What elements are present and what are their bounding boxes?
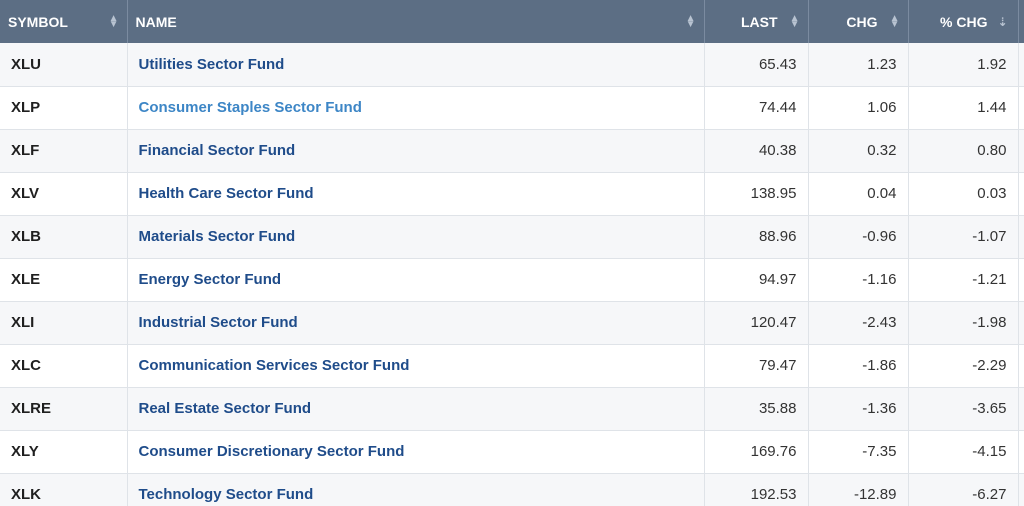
- header-filler: [1018, 0, 1024, 43]
- table-row: XLV Health Care Sector Fund 138.95 0.04 0.03: [0, 172, 1024, 216]
- sort-arrows-icon[interactable]: ▲ ▼: [789, 12, 800, 30]
- column-header-chg[interactable]: CHG ▲ ▼: [808, 0, 909, 43]
- fund-name-link[interactable]: Energy Sector Fund: [127, 258, 705, 302]
- table-row: XLRE Real Estate Sector Fund 35.88 -1.36 -3.…: [0, 387, 1024, 431]
- row-filler: [1018, 430, 1024, 474]
- symbol-cell: XLRE: [0, 387, 128, 431]
- last-price-cell: 79.47: [704, 344, 809, 388]
- row-filler: [1018, 258, 1024, 302]
- column-header-last[interactable]: LAST ▲ ▼: [704, 0, 809, 43]
- row-filler: [1018, 344, 1024, 388]
- percent-change-cell: -4.15: [908, 430, 1019, 474]
- percent-change-cell: 0.03: [908, 172, 1019, 216]
- symbol-cell: XLP: [0, 86, 128, 130]
- fund-name-link[interactable]: Real Estate Sector Fund: [127, 387, 705, 431]
- change-cell: -1.16: [808, 258, 909, 302]
- last-price-cell: 94.97: [704, 258, 809, 302]
- row-filler: [1018, 301, 1024, 345]
- row-filler: [1018, 43, 1024, 87]
- table-row: XLE Energy Sector Fund 94.97 -1.16 -1.21: [0, 258, 1024, 302]
- change-cell: 0.04: [808, 172, 909, 216]
- change-cell: 1.06: [808, 86, 909, 130]
- table-body: XLU Utilities Sector Fund 65.43 1.23 1.92 XLP…: [0, 43, 1024, 506]
- column-header-pct-chg[interactable]: % CHG ⇣: [908, 0, 1019, 43]
- fund-name-link[interactable]: Technology Sector Fund: [127, 473, 705, 506]
- last-price-cell: 74.44: [704, 86, 809, 130]
- last-price-cell: 40.38: [704, 129, 809, 173]
- percent-change-cell: -3.65: [908, 387, 1019, 431]
- fund-name-link[interactable]: Financial Sector Fund: [127, 129, 705, 173]
- column-header-chg-label: CHG: [846, 13, 878, 30]
- percent-change-cell: 1.92: [908, 43, 1019, 87]
- table-row: XLF Financial Sector Fund 40.38 0.32 0.80: [0, 129, 1024, 173]
- last-price-cell: 120.47: [704, 301, 809, 345]
- percent-change-cell: 0.80: [908, 129, 1019, 173]
- column-header-pct-chg-label: % CHG: [940, 13, 988, 30]
- percent-change-cell: -1.98: [908, 301, 1019, 345]
- column-header-last-label: LAST: [740, 13, 778, 30]
- row-filler: [1018, 172, 1024, 216]
- sort-arrows-icon[interactable]: ▲ ▼: [685, 12, 696, 30]
- symbol-cell: XLV: [0, 172, 128, 216]
- sort-descending-icon[interactable]: ⇣: [997, 14, 1008, 29]
- sort-arrows-icon[interactable]: ▲ ▼: [889, 12, 900, 30]
- row-filler: [1018, 86, 1024, 130]
- row-filler: [1018, 473, 1024, 506]
- fund-name-link[interactable]: Industrial Sector Fund: [127, 301, 705, 345]
- table-row: XLP Consumer Staples Sector Fund 74.44 1.06…: [0, 86, 1024, 130]
- symbol-cell: XLU: [0, 43, 128, 87]
- table-row: XLB Materials Sector Fund 88.96 -0.96 -1.07: [0, 215, 1024, 259]
- table-row: XLY Consumer Discretionary Sector Fund 169…: [0, 430, 1024, 474]
- change-cell: -2.43: [808, 301, 909, 345]
- percent-change-cell: -1.07: [908, 215, 1019, 259]
- last-price-cell: 88.96: [704, 215, 809, 259]
- last-price-cell: 35.88: [704, 387, 809, 431]
- symbol-cell: XLK: [0, 473, 128, 506]
- last-price-cell: 169.76: [704, 430, 809, 474]
- change-cell: -7.35: [808, 430, 909, 474]
- change-cell: -0.96: [808, 215, 909, 259]
- table-row: XLC Communication Services Sector Fund 79.…: [0, 344, 1024, 388]
- change-cell: 1.23: [808, 43, 909, 87]
- change-cell: 0.32: [808, 129, 909, 173]
- change-cell: -1.86: [808, 344, 909, 388]
- row-filler: [1018, 215, 1024, 259]
- last-price-cell: 192.53: [704, 473, 809, 506]
- table-row: XLK Technology Sector Fund 192.53 -12.89 -6.…: [0, 473, 1024, 506]
- symbol-cell: XLY: [0, 430, 128, 474]
- change-cell: -12.89: [808, 473, 909, 506]
- fund-name-link[interactable]: Consumer Staples Sector Fund: [127, 86, 705, 130]
- column-header-symbol-label: SYMBOL: [8, 13, 68, 30]
- percent-change-cell: -1.21: [908, 258, 1019, 302]
- fund-name-link[interactable]: Utilities Sector Fund: [127, 43, 705, 87]
- column-header-name-label: NAME: [135, 13, 177, 30]
- table-header-row: SYMBOL ▲ ▼ NAME ▲ ▼ LAST ▲ ▼ CHG ▲ ▼ % CHG ⇣: [0, 0, 1024, 43]
- fund-name-link[interactable]: Communication Services Sector Fund: [127, 344, 705, 388]
- sort-arrows-icon[interactable]: ▲ ▼: [108, 12, 119, 30]
- row-filler: [1018, 129, 1024, 173]
- row-filler: [1018, 387, 1024, 431]
- percent-change-cell: 1.44: [908, 86, 1019, 130]
- table-row: XLI Industrial Sector Fund 120.47 -2.43 -1.9…: [0, 301, 1024, 345]
- percent-change-cell: -2.29: [908, 344, 1019, 388]
- fund-name-link[interactable]: Health Care Sector Fund: [127, 172, 705, 216]
- percent-change-cell: -6.27: [908, 473, 1019, 506]
- symbol-cell: XLB: [0, 215, 128, 259]
- last-price-cell: 65.43: [704, 43, 809, 87]
- symbol-cell: XLE: [0, 258, 128, 302]
- column-header-symbol[interactable]: SYMBOL ▲ ▼: [0, 0, 128, 43]
- change-cell: -1.36: [808, 387, 909, 431]
- last-price-cell: 138.95: [704, 172, 809, 216]
- symbol-cell: XLC: [0, 344, 128, 388]
- symbol-cell: XLF: [0, 129, 128, 173]
- fund-name-link[interactable]: Materials Sector Fund: [127, 215, 705, 259]
- table-row: XLU Utilities Sector Fund 65.43 1.23 1.92: [0, 43, 1024, 87]
- column-header-name[interactable]: NAME ▲ ▼: [127, 0, 705, 43]
- symbol-cell: XLI: [0, 301, 128, 345]
- fund-name-link[interactable]: Consumer Discretionary Sector Fund: [127, 430, 705, 474]
